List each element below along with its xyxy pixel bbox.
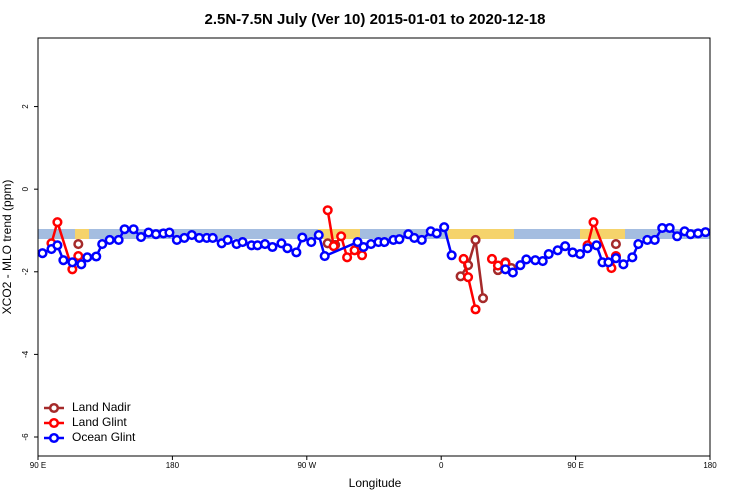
data-point	[349, 245, 360, 256]
data-point	[700, 227, 711, 238]
y-tick-label: -6	[21, 433, 30, 441]
data-point	[91, 251, 102, 262]
data-point	[306, 236, 317, 248]
data-point	[649, 234, 660, 246]
data-point	[591, 240, 602, 251]
data-point	[610, 253, 621, 264]
data-point	[552, 245, 563, 256]
data-point	[610, 239, 621, 250]
data-point	[352, 236, 363, 248]
data-point	[394, 234, 405, 245]
data-point	[76, 259, 87, 270]
chart-title: 2.5N-7.5N July (Ver 10) 2015-01-01 to 20…	[204, 11, 545, 28]
y-tick-label: -2	[21, 268, 30, 276]
legend-label: Ocean Glint	[72, 430, 136, 444]
data-point	[521, 254, 532, 265]
data-point	[67, 257, 78, 268]
data-point	[282, 243, 293, 254]
data-point	[582, 243, 593, 254]
data-point	[463, 272, 474, 283]
data-point	[52, 217, 63, 228]
legend-label: Land Glint	[72, 415, 127, 429]
data-point	[135, 232, 147, 243]
x-tick-label: 180	[703, 461, 717, 470]
data-point	[297, 232, 308, 243]
data-point	[633, 239, 644, 250]
legend-marker	[48, 417, 60, 429]
y-tick-label: -4	[21, 350, 30, 358]
data-point	[431, 228, 442, 239]
data-point	[379, 236, 390, 248]
data-point	[470, 304, 481, 315]
data-point	[328, 241, 339, 252]
data-point	[104, 234, 115, 246]
data-point	[618, 259, 629, 270]
data-point	[560, 241, 571, 252]
x-tick-label: 90 W	[297, 461, 316, 470]
data-point	[222, 234, 233, 246]
data-point	[237, 236, 248, 248]
data-point	[276, 238, 287, 249]
data-point	[439, 222, 450, 233]
data-point	[515, 260, 526, 271]
data-point	[627, 252, 638, 263]
y-axis-label: XCO2 - MLO trend (ppm)	[0, 180, 14, 315]
data-point	[446, 250, 457, 261]
x-axis-label: Longitude	[349, 476, 402, 490]
data-point	[319, 251, 330, 262]
y-tick-label: 0	[21, 186, 30, 191]
legend-marker	[48, 432, 60, 444]
x-tick-label: 90 E	[30, 461, 46, 470]
data-point	[672, 231, 683, 242]
data-point	[486, 253, 498, 265]
data-point	[342, 252, 353, 263]
data-point	[322, 205, 333, 216]
data-point	[603, 257, 614, 268]
data-point	[336, 231, 347, 242]
plot-frame	[37, 37, 711, 457]
data-point	[128, 224, 139, 235]
data-point	[113, 234, 124, 246]
data-point	[458, 253, 469, 265]
data-point	[97, 239, 108, 250]
data-point	[537, 255, 548, 267]
data-point	[664, 222, 675, 234]
legend-marker	[48, 402, 60, 414]
x-tick-label: 90 E	[567, 461, 583, 470]
data-point	[357, 250, 368, 261]
y-tick-label: 2	[21, 104, 30, 109]
legend-label: Land Nadir	[72, 400, 131, 414]
data-point	[543, 248, 554, 260]
data-point	[477, 293, 489, 304]
data-point	[37, 248, 48, 259]
data-point	[164, 227, 175, 238]
data-point	[73, 251, 84, 262]
data-point	[267, 241, 278, 253]
data-point	[119, 224, 130, 235]
data-point	[416, 234, 427, 246]
data-point	[588, 217, 599, 228]
data-point	[470, 234, 481, 246]
x-tick-label: 0	[439, 461, 444, 470]
data-point	[507, 267, 518, 278]
data-point	[313, 229, 324, 241]
data-point	[52, 240, 63, 251]
data-point	[207, 232, 218, 243]
x-tick-label: 180	[166, 461, 180, 470]
data-point	[291, 247, 302, 258]
data-point	[82, 252, 93, 263]
data-point	[575, 248, 586, 260]
plot-area	[37, 205, 711, 315]
data-point	[73, 239, 84, 250]
data-point	[58, 255, 69, 266]
